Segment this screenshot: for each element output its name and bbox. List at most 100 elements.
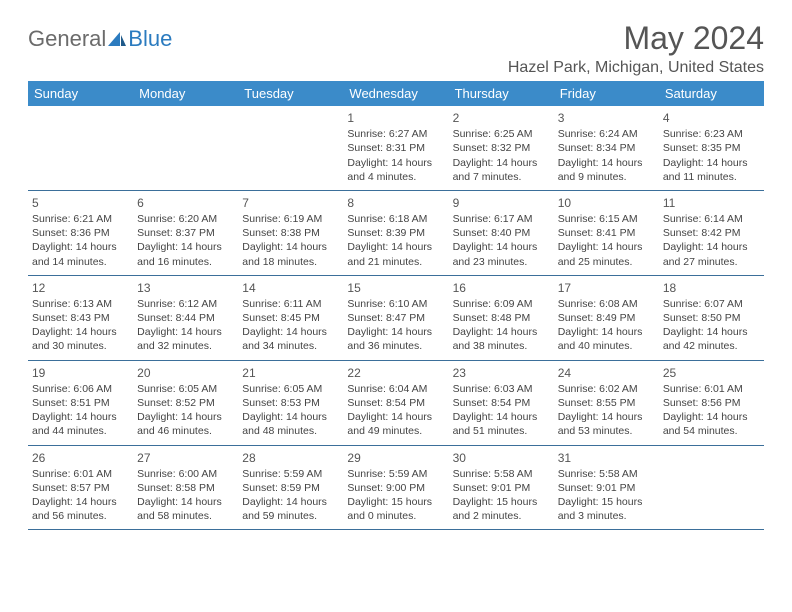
location-subtitle: Hazel Park, Michigan, United States [508,59,764,77]
dow-friday: Friday [554,81,659,106]
daylight-text: Daylight: 14 hours [242,410,339,424]
daylight-text: and 54 minutes. [663,424,760,438]
sunrise-text: Sunrise: 5:59 AM [242,467,339,481]
daylight-text: Daylight: 14 hours [558,156,655,170]
day-cell: 13Sunrise: 6:12 AMSunset: 8:44 PMDayligh… [133,275,238,360]
day-cell: 6Sunrise: 6:20 AMSunset: 8:37 PMDaylight… [133,190,238,275]
sunset-text: Sunset: 8:53 PM [242,396,339,410]
day-cell: 5Sunrise: 6:21 AMSunset: 8:36 PMDaylight… [28,190,133,275]
day-cell: 15Sunrise: 6:10 AMSunset: 8:47 PMDayligh… [343,275,448,360]
sunrise-text: Sunrise: 6:02 AM [558,382,655,396]
daylight-text: Daylight: 14 hours [453,410,550,424]
daylight-text: and 7 minutes. [453,170,550,184]
sunrise-text: Sunrise: 6:20 AM [137,212,234,226]
sunrise-text: Sunrise: 6:25 AM [453,127,550,141]
week-row: 26Sunrise: 6:01 AMSunset: 8:57 PMDayligh… [28,445,764,530]
daylight-text: and 16 minutes. [137,255,234,269]
day-cell: 19Sunrise: 6:06 AMSunset: 8:51 PMDayligh… [28,360,133,445]
day-cell: 10Sunrise: 6:15 AMSunset: 8:41 PMDayligh… [554,190,659,275]
day-number: 14 [242,280,339,296]
day-cell [238,106,343,190]
daylight-text: and 23 minutes. [453,255,550,269]
sunrise-text: Sunrise: 6:12 AM [137,297,234,311]
day-number: 13 [137,280,234,296]
daylight-text: and 30 minutes. [32,339,129,353]
sunrise-text: Sunrise: 6:15 AM [558,212,655,226]
dow-monday: Monday [133,81,238,106]
sunset-text: Sunset: 8:40 PM [453,226,550,240]
daylight-text: Daylight: 14 hours [137,410,234,424]
sunrise-text: Sunrise: 6:13 AM [32,297,129,311]
sunset-text: Sunset: 8:56 PM [663,396,760,410]
daylight-text: and 14 minutes. [32,255,129,269]
daylight-text: Daylight: 14 hours [32,325,129,339]
daylight-text: and 48 minutes. [242,424,339,438]
daylight-text: and 32 minutes. [137,339,234,353]
dow-saturday: Saturday [659,81,764,106]
day-number: 20 [137,365,234,381]
sunrise-text: Sunrise: 6:04 AM [347,382,444,396]
day-cell: 31Sunrise: 5:58 AMSunset: 9:01 PMDayligh… [554,445,659,530]
daylight-text: Daylight: 14 hours [347,325,444,339]
week-row: 5Sunrise: 6:21 AMSunset: 8:36 PMDaylight… [28,190,764,275]
sunrise-text: Sunrise: 6:27 AM [347,127,444,141]
daylight-text: Daylight: 14 hours [242,240,339,254]
sunrise-text: Sunrise: 6:06 AM [32,382,129,396]
day-number: 27 [137,450,234,466]
sunset-text: Sunset: 8:44 PM [137,311,234,325]
sunrise-text: Sunrise: 6:07 AM [663,297,760,311]
sunset-text: Sunset: 8:31 PM [347,141,444,155]
day-number: 30 [453,450,550,466]
sunset-text: Sunset: 8:35 PM [663,141,760,155]
sunrise-text: Sunrise: 5:58 AM [558,467,655,481]
sunset-text: Sunset: 8:34 PM [558,141,655,155]
day-number: 18 [663,280,760,296]
day-number: 15 [347,280,444,296]
daylight-text: and 59 minutes. [242,509,339,523]
day-cell [133,106,238,190]
daylight-text: and 27 minutes. [663,255,760,269]
daylight-text: and 40 minutes. [558,339,655,353]
day-number: 8 [347,195,444,211]
sunset-text: Sunset: 8:59 PM [242,481,339,495]
daylight-text: Daylight: 14 hours [453,240,550,254]
day-cell: 29Sunrise: 5:59 AMSunset: 9:00 PMDayligh… [343,445,448,530]
daylight-text: Daylight: 14 hours [663,325,760,339]
sunset-text: Sunset: 8:37 PM [137,226,234,240]
sunset-text: Sunset: 8:49 PM [558,311,655,325]
daylight-text: Daylight: 14 hours [137,325,234,339]
daylight-text: Daylight: 14 hours [558,240,655,254]
daylight-text: Daylight: 14 hours [663,410,760,424]
logo-text-general: General [28,26,106,52]
day-number: 3 [558,110,655,126]
daylight-text: and 58 minutes. [137,509,234,523]
sunset-text: Sunset: 8:39 PM [347,226,444,240]
daylight-text: and 51 minutes. [453,424,550,438]
sunset-text: Sunset: 8:32 PM [453,141,550,155]
calendar-body: 1Sunrise: 6:27 AMSunset: 8:31 PMDaylight… [28,106,764,530]
day-cell: 9Sunrise: 6:17 AMSunset: 8:40 PMDaylight… [449,190,554,275]
daylight-text: Daylight: 14 hours [137,495,234,509]
day-cell [659,445,764,530]
sunrise-text: Sunrise: 5:59 AM [347,467,444,481]
day-cell: 3Sunrise: 6:24 AMSunset: 8:34 PMDaylight… [554,106,659,190]
dow-wednesday: Wednesday [343,81,448,106]
dow-thursday: Thursday [449,81,554,106]
day-number: 28 [242,450,339,466]
daylight-text: Daylight: 15 hours [558,495,655,509]
daylight-text: Daylight: 14 hours [137,240,234,254]
day-number: 4 [663,110,760,126]
sunset-text: Sunset: 8:57 PM [32,481,129,495]
sunrise-text: Sunrise: 6:14 AM [663,212,760,226]
day-number: 25 [663,365,760,381]
daylight-text: and 53 minutes. [558,424,655,438]
day-cell: 25Sunrise: 6:01 AMSunset: 8:56 PMDayligh… [659,360,764,445]
daylight-text: Daylight: 14 hours [663,156,760,170]
daylight-text: and 44 minutes. [32,424,129,438]
daylight-text: Daylight: 14 hours [32,410,129,424]
sunset-text: Sunset: 8:51 PM [32,396,129,410]
day-cell: 4Sunrise: 6:23 AMSunset: 8:35 PMDaylight… [659,106,764,190]
sunset-text: Sunset: 8:55 PM [558,396,655,410]
page-title: May 2024 [508,20,764,57]
day-cell: 27Sunrise: 6:00 AMSunset: 8:58 PMDayligh… [133,445,238,530]
